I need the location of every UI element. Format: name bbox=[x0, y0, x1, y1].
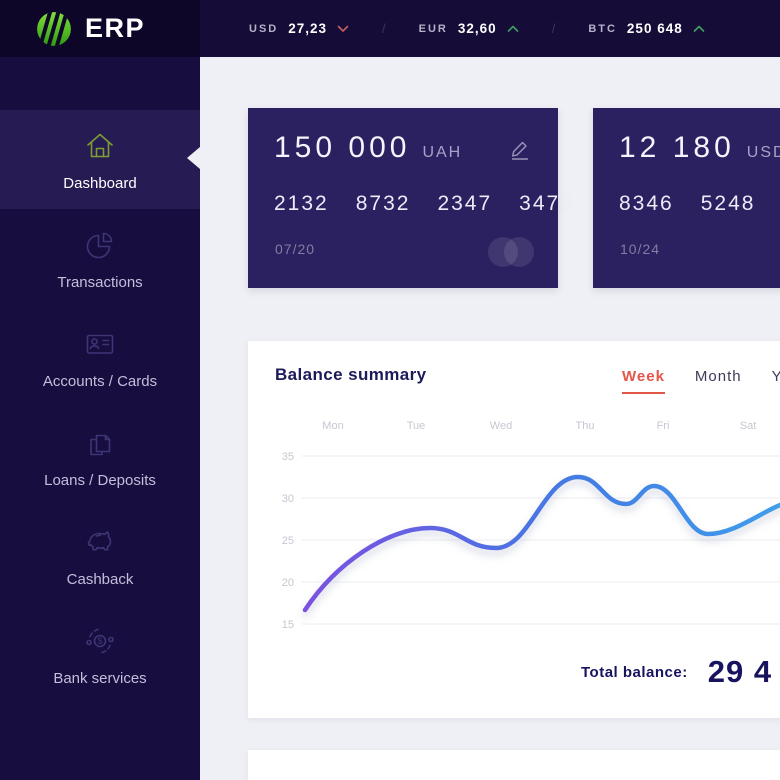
rate-value: 32,60 bbox=[457, 21, 497, 36]
total-balance-value: 29 4 bbox=[707, 654, 773, 689]
sidebar-nav: Dashboard Transactions Ac bbox=[0, 110, 200, 704]
y-tick-label: 20 bbox=[282, 577, 294, 589]
x-tick-label: Mon bbox=[322, 420, 343, 432]
id-card-icon bbox=[82, 326, 118, 362]
sidebar-item-bank-services[interactable]: $ Bank services bbox=[0, 605, 200, 704]
card-number-group: 3478 bbox=[519, 192, 574, 215]
card-amount: 12 180 bbox=[619, 131, 735, 164]
period-tabs: Week Month Year bbox=[622, 368, 780, 394]
topbar: ERP USD 27,23 / EUR 32,60 / BTC 250 648 bbox=[0, 0, 780, 57]
rate-code: BTC bbox=[588, 22, 617, 35]
rate-eur[interactable]: EUR 32,60 bbox=[419, 20, 519, 38]
rate-code: EUR bbox=[418, 22, 448, 35]
card-number-group: 2132 bbox=[274, 192, 329, 215]
pie-chart-icon bbox=[82, 227, 118, 263]
card-expiry: 10/24 bbox=[620, 241, 661, 257]
total-balance-label: Total balance: bbox=[581, 663, 688, 681]
card-number-group: 8732 bbox=[355, 192, 411, 215]
chevron-up-icon[interactable] bbox=[507, 20, 519, 38]
rate-code: USD bbox=[249, 22, 279, 35]
card-number: 8346 5248 62 bbox=[619, 192, 780, 216]
logo-erp-icon bbox=[36, 11, 72, 47]
tab-week[interactable]: Week bbox=[622, 368, 665, 394]
mastercard-icon bbox=[488, 237, 534, 267]
card-number-group: 8346 bbox=[619, 192, 674, 215]
card-expiry: 07/20 bbox=[275, 241, 316, 257]
card-balance: 12 180 USD bbox=[619, 131, 780, 165]
rate-btc[interactable]: BTC 250 648 bbox=[588, 20, 705, 38]
card-number: 2132 8732 2347 3478 bbox=[274, 192, 574, 216]
sidebar-item-label: Dashboard bbox=[63, 174, 137, 192]
balance-summary-panel: Balance summary Week Month Year Mon Tue … bbox=[248, 341, 780, 718]
logo-text: ERP bbox=[85, 13, 146, 43]
card-balance: 150 000 UAH bbox=[274, 131, 462, 165]
panel-title: Balance summary bbox=[275, 365, 427, 384]
home-icon bbox=[82, 128, 118, 164]
bank-card-usd: 12 180 USD 8346 5248 62 10/24 bbox=[593, 108, 780, 288]
balance-line-chart: Mon Tue Wed Thu Fri Sat 35 30 25 20 15 bbox=[282, 420, 780, 631]
sidebar-item-label: Accounts / Cards bbox=[42, 372, 158, 390]
sidebar-item-dashboard[interactable]: Dashboard bbox=[0, 110, 200, 209]
piggy-bank-icon bbox=[82, 524, 118, 560]
y-tick-label: 15 bbox=[282, 619, 294, 631]
bank-card-uah: 150 000 UAH 2132 8732 2347 3478 07/20 bbox=[248, 108, 572, 288]
sidebar-item-loans-deposits[interactable]: Loans / Deposits bbox=[0, 407, 200, 506]
rate-usd[interactable]: USD 27,23 bbox=[249, 20, 349, 38]
separator: / bbox=[382, 21, 386, 36]
x-tick-label: Sat bbox=[740, 420, 757, 432]
sidebar: Dashboard Transactions Ac bbox=[0, 57, 200, 780]
sidebar-item-transactions[interactable]: Transactions bbox=[0, 209, 200, 308]
x-tick-label: Tue bbox=[407, 420, 426, 432]
x-tick-label: Fri bbox=[657, 420, 670, 432]
sidebar-item-accounts-cards[interactable]: Accounts / Cards bbox=[0, 308, 200, 407]
y-tick-label: 25 bbox=[282, 535, 294, 547]
tab-year[interactable]: Year bbox=[771, 368, 780, 385]
card-currency: UAH bbox=[422, 144, 463, 161]
documents-icon bbox=[82, 425, 118, 461]
x-tick-label: Wed bbox=[490, 420, 512, 432]
svg-text:$: $ bbox=[97, 636, 102, 646]
separator: / bbox=[551, 21, 556, 36]
y-tick-label: 30 bbox=[282, 493, 294, 505]
card-currency: USD bbox=[746, 144, 780, 161]
tab-month[interactable]: Month bbox=[694, 368, 742, 385]
y-tick-label: 35 bbox=[282, 451, 294, 463]
x-tick-label: Thu bbox=[576, 420, 595, 432]
logo[interactable]: ERP bbox=[0, 0, 200, 57]
card-number-group: 5248 bbox=[700, 192, 756, 215]
rate-value: 250 648 bbox=[626, 21, 683, 36]
card-number-group: 2347 bbox=[437, 192, 493, 215]
bottom-panel bbox=[248, 750, 780, 780]
rate-value: 27,23 bbox=[288, 21, 328, 36]
total-balance-row: Total balance: 29 4 bbox=[581, 654, 772, 690]
card-amount: 150 000 bbox=[274, 131, 411, 164]
sidebar-item-label: Transactions bbox=[57, 273, 143, 291]
chevron-down-icon[interactable] bbox=[337, 20, 349, 38]
sidebar-item-cashback[interactable]: Cashback bbox=[0, 506, 200, 605]
dollar-sync-icon: $ bbox=[82, 623, 118, 659]
edit-icon[interactable] bbox=[508, 138, 532, 162]
sidebar-item-label: Loans / Deposits bbox=[44, 471, 156, 489]
currency-rates-bar: USD 27,23 / EUR 32,60 / BTC 250 648 bbox=[200, 0, 780, 57]
sidebar-item-label: Cashback bbox=[66, 570, 134, 588]
chevron-up-icon[interactable] bbox=[693, 20, 705, 38]
balance-line-series bbox=[302, 474, 780, 613]
sidebar-item-label: Bank services bbox=[53, 669, 147, 687]
